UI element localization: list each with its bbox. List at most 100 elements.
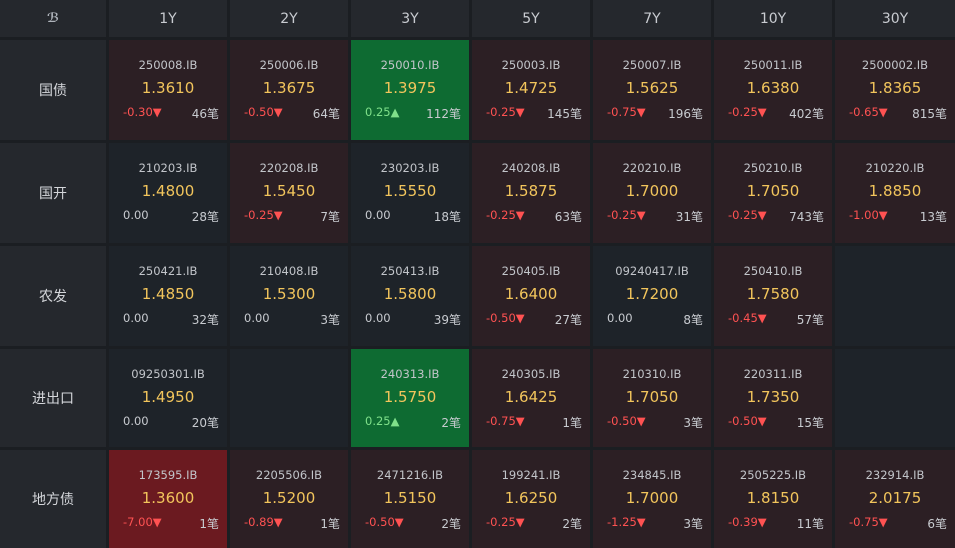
bond-code: 173595.IB <box>138 468 198 482</box>
empty-cell <box>835 349 955 447</box>
change-value: 0.00 <box>365 311 391 325</box>
trade-count: 1笔 <box>562 416 582 430</box>
quote-cell[interactable]: 2500002.IB 1.8365 -0.65▼ 815笔 <box>835 40 955 140</box>
quote-cell[interactable]: 210408.IB 1.5300 0.00 3笔 <box>230 246 348 346</box>
change-value: -1.00▼ <box>849 208 888 222</box>
change-value: -0.30▼ <box>123 105 162 119</box>
yield-value: 1.4950 <box>141 388 195 406</box>
yield-value: 1.7050 <box>746 182 800 200</box>
trade-count: 743笔 <box>789 210 824 224</box>
trade-count: 39笔 <box>433 313 461 327</box>
trade-count: 112笔 <box>426 107 461 121</box>
quote-cell[interactable]: 09240417.IB 1.7200 0.00 8笔 <box>593 246 711 346</box>
column-header-3y[interactable]: 3Y <box>351 0 469 37</box>
bond-code: 250008.IB <box>138 58 198 72</box>
trade-count: 27笔 <box>554 313 582 327</box>
quote-cell[interactable]: 220210.IB 1.7000 -0.25▼ 31笔 <box>593 143 711 243</box>
quote-cell[interactable]: 210220.IB 1.8850 -1.00▼ 13笔 <box>835 143 955 243</box>
quote-cell[interactable]: 250007.IB 1.5625 -0.75▼ 196笔 <box>593 40 711 140</box>
yield-value: 1.4850 <box>141 285 195 303</box>
bond-code: 250011.IB <box>743 58 803 72</box>
quote-cell[interactable]: 250003.IB 1.4725 -0.25▼ 145笔 <box>472 40 590 140</box>
quote-cell[interactable]: 09250301.IB 1.4950 0.00 20笔 <box>109 349 227 447</box>
quote-cell[interactable]: 250006.IB 1.3675 -0.50▼ 64笔 <box>230 40 348 140</box>
trade-count: 7笔 <box>320 210 340 224</box>
trade-count: 145笔 <box>547 107 582 121</box>
quote-cell[interactable]: 2205506.IB 1.5200 -0.89▼ 1笔 <box>230 450 348 548</box>
column-header-2y[interactable]: 2Y <box>230 0 348 37</box>
quote-cell[interactable]: 220311.IB 1.7350 -0.50▼ 15笔 <box>714 349 832 447</box>
column-header-5y[interactable]: 5Y <box>472 0 590 37</box>
quote-cell[interactable]: 240313.IB 1.5750 0.25▲ 2笔 <box>351 349 469 447</box>
yield-value: 1.7000 <box>625 182 679 200</box>
change-value: -0.50▼ <box>365 515 404 529</box>
quote-cell[interactable]: 2471216.IB 1.5150 -0.50▼ 2笔 <box>351 450 469 548</box>
row-label: 国开 <box>0 143 106 243</box>
empty-cell <box>230 349 348 447</box>
yield-value: 1.3600 <box>141 489 195 507</box>
change-value: -0.25▼ <box>486 105 525 119</box>
trade-count: 13笔 <box>919 210 947 224</box>
change-value: -0.25▼ <box>486 515 525 529</box>
yield-value: 1.5200 <box>262 489 316 507</box>
row-label: 进出口 <box>0 349 106 447</box>
quote-cell[interactable]: 240305.IB 1.6425 -0.75▼ 1笔 <box>472 349 590 447</box>
trade-count: 2笔 <box>441 517 461 531</box>
trade-count: 31笔 <box>675 210 703 224</box>
quote-cell[interactable]: 250011.IB 1.6380 -0.25▼ 402笔 <box>714 40 832 140</box>
trade-count: 2笔 <box>562 517 582 531</box>
quote-cell[interactable]: 250421.IB 1.4850 0.00 32笔 <box>109 246 227 346</box>
column-header-10y[interactable]: 10Y <box>714 0 832 37</box>
quote-cell[interactable]: 234845.IB 1.7000 -1.25▼ 3笔 <box>593 450 711 548</box>
quote-cell[interactable]: 173595.IB 1.3600 -7.00▼ 1笔 <box>109 450 227 548</box>
change-value: 0.00 <box>123 208 149 222</box>
quote-cell[interactable]: 250010.IB 1.3975 0.25▲ 112笔 <box>351 40 469 140</box>
trade-count: 1笔 <box>199 517 219 531</box>
quote-cell[interactable]: 210203.IB 1.4800 0.00 28笔 <box>109 143 227 243</box>
trade-count: 2笔 <box>441 416 461 430</box>
quote-cell[interactable]: 2505225.IB 1.8150 -0.39▼ 11笔 <box>714 450 832 548</box>
quote-cell[interactable]: 250210.IB 1.7050 -0.25▼ 743笔 <box>714 143 832 243</box>
change-value: -7.00▼ <box>123 515 162 529</box>
quote-cell[interactable]: 230203.IB 1.5550 0.00 18笔 <box>351 143 469 243</box>
yield-value: 1.5875 <box>504 182 558 200</box>
quote-cell[interactable]: 232914.IB 2.0175 -0.75▼ 6笔 <box>835 450 955 548</box>
quote-cell[interactable]: 250413.IB 1.5800 0.00 39笔 <box>351 246 469 346</box>
change-value: -0.45▼ <box>728 311 767 325</box>
quote-cell[interactable]: 250008.IB 1.3610 -0.30▼ 46笔 <box>109 40 227 140</box>
bond-code: 250405.IB <box>501 264 561 278</box>
quote-cell[interactable]: 240208.IB 1.5875 -0.25▼ 63笔 <box>472 143 590 243</box>
trade-count: 1笔 <box>320 517 340 531</box>
trade-count: 3笔 <box>320 313 340 327</box>
yield-value: 2.0175 <box>868 489 922 507</box>
bond-code: 232914.IB <box>865 468 925 482</box>
trade-count: 3笔 <box>683 517 703 531</box>
quote-cell[interactable]: 250405.IB 1.6400 -0.50▼ 27笔 <box>472 246 590 346</box>
change-value: -0.75▼ <box>486 414 525 428</box>
bond-code: 250210.IB <box>743 161 803 175</box>
row-label: 国债 <box>0 40 106 140</box>
change-value: -0.25▼ <box>244 208 283 222</box>
column-header-30y[interactable]: 30Y <box>835 0 955 37</box>
quote-cell[interactable]: 210310.IB 1.7050 -0.50▼ 3笔 <box>593 349 711 447</box>
trade-count: 18笔 <box>433 210 461 224</box>
bond-code: 2500002.IB <box>861 58 929 72</box>
change-value: 0.25▲ <box>365 105 400 119</box>
bond-code: 250010.IB <box>380 58 440 72</box>
change-value: -0.75▼ <box>607 105 646 119</box>
trade-count: 28笔 <box>191 210 219 224</box>
column-header-7y[interactable]: 7Y <box>593 0 711 37</box>
quote-cell[interactable]: 250410.IB 1.7580 -0.45▼ 57笔 <box>714 246 832 346</box>
yield-value: 1.7050 <box>625 388 679 406</box>
yield-value: 1.5800 <box>383 285 437 303</box>
bond-code: 230203.IB <box>380 161 440 175</box>
quote-cell[interactable]: 199241.IB 1.6250 -0.25▼ 2笔 <box>472 450 590 548</box>
trade-count: 8笔 <box>683 313 703 327</box>
corner-cell: ℬ <box>0 0 106 37</box>
change-value: 0.00 <box>123 414 149 428</box>
bond-code: 250421.IB <box>138 264 198 278</box>
column-header-1y[interactable]: 1Y <box>109 0 227 37</box>
quote-cell[interactable]: 220208.IB 1.5450 -0.25▼ 7笔 <box>230 143 348 243</box>
change-value: -1.25▼ <box>607 515 646 529</box>
